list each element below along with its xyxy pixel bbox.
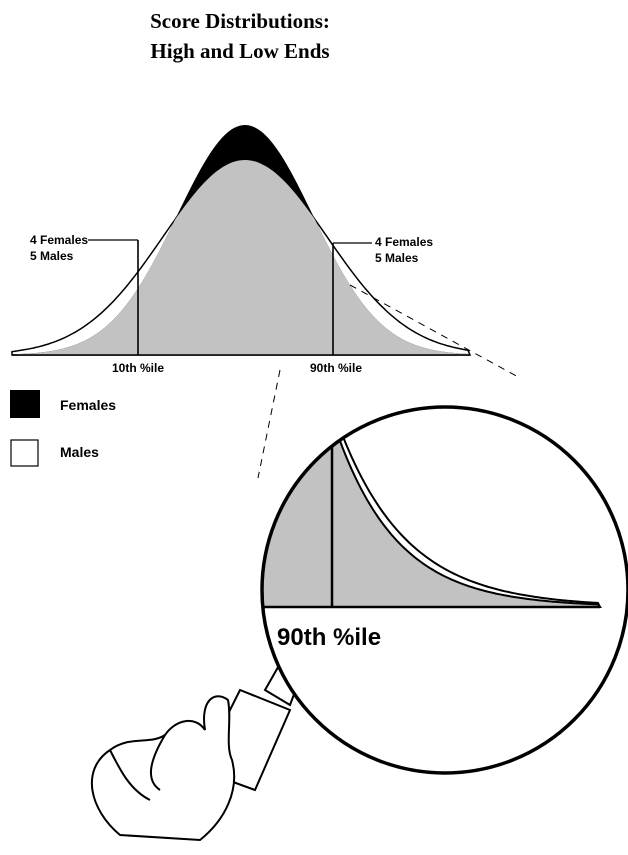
annotation: 4 Females <box>30 233 88 247</box>
annotation: 4 Females <box>375 235 433 249</box>
finger <box>109 749 151 801</box>
legend-label: Males <box>60 444 99 460</box>
distribution-curves <box>11 125 472 356</box>
zoom-guide <box>349 284 521 379</box>
annotation: 5 Males <box>30 249 74 263</box>
title-line: High and Low Ends <box>150 39 329 63</box>
hand <box>91 653 307 842</box>
female-tail <box>262 407 603 608</box>
annotation: 5 Males <box>375 251 419 265</box>
legend-label: Females <box>60 397 116 413</box>
zoom-label: 90th %ile <box>277 624 381 651</box>
title-line: Score Distributions: <box>150 9 330 33</box>
hand-palm <box>91 695 236 842</box>
percentile-label: 90th %ile <box>310 361 362 375</box>
percentile-label: 10th %ile <box>112 361 164 375</box>
finger <box>149 734 166 791</box>
legend-swatch <box>10 390 40 418</box>
zoom-guide <box>257 369 281 479</box>
overlap-area <box>12 160 470 355</box>
legend-swatch <box>10 439 39 467</box>
lens-rim <box>260 405 628 775</box>
